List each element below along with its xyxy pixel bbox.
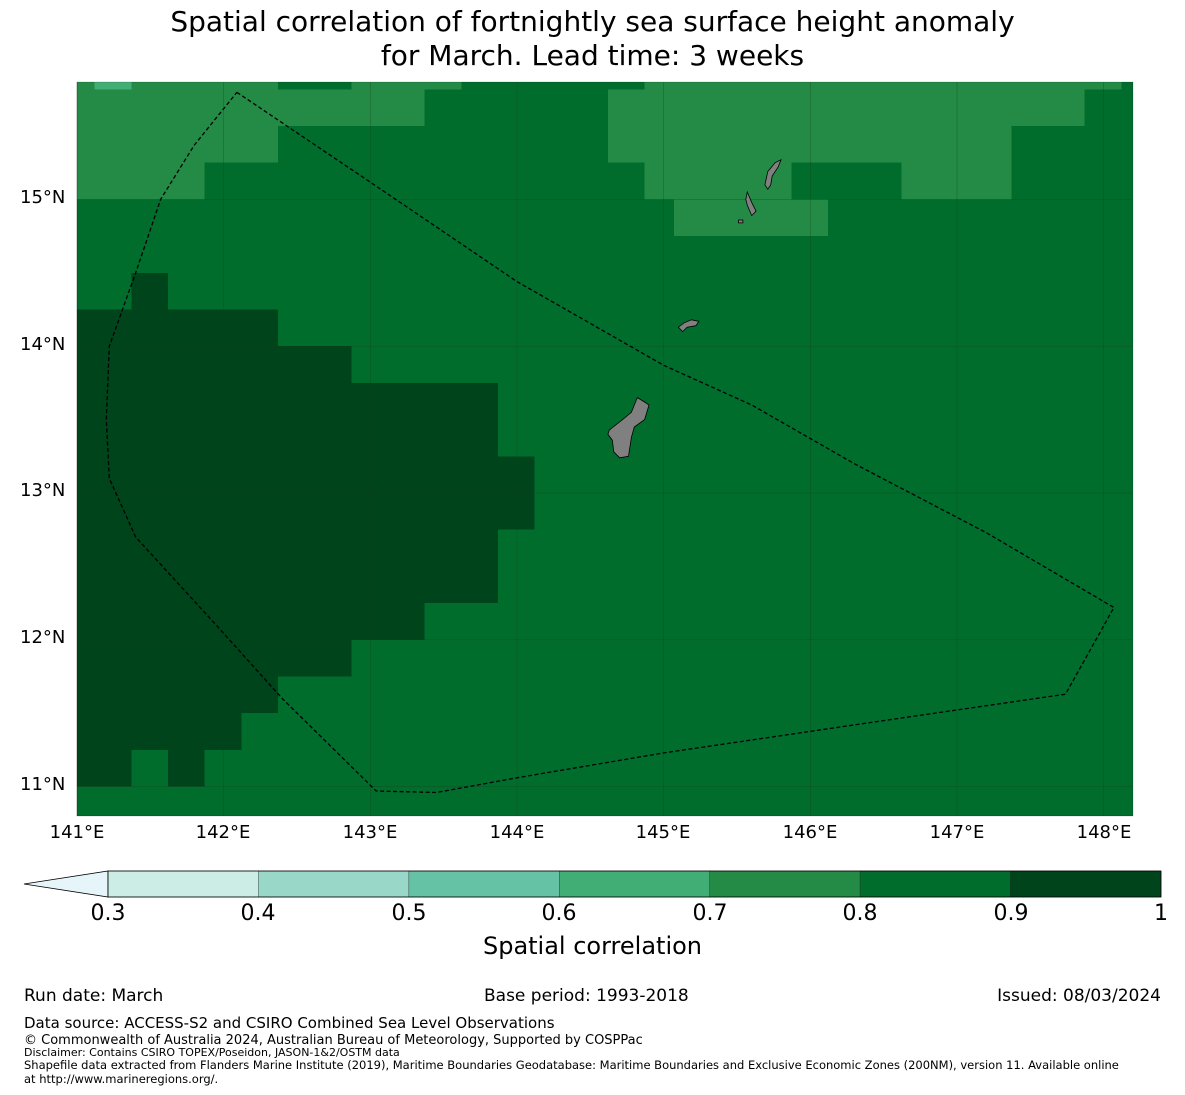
island-guam bbox=[607, 397, 650, 459]
correlation-cell bbox=[1084, 82, 1122, 90]
correlation-cell bbox=[77, 639, 278, 714]
correlation-cell bbox=[277, 89, 352, 127]
data-source: Data source: ACCESS-S2 and CSIRO Combine… bbox=[24, 1014, 555, 1032]
island-aguijan bbox=[738, 219, 744, 224]
lon-tick-label: 148°E bbox=[1076, 822, 1132, 843]
eez-boundary-line bbox=[105, 91, 1115, 794]
colorbar-tick-label: 0.6 bbox=[541, 901, 577, 926]
correlation-cell bbox=[94, 89, 205, 200]
lon-tick-label: 146°E bbox=[782, 822, 838, 843]
correlation-cell bbox=[204, 89, 278, 163]
colorbar-title: Spatial correlation bbox=[482, 932, 703, 960]
lat-tick-label: 15°N bbox=[20, 187, 66, 208]
correlation-cell bbox=[1011, 82, 1085, 127]
lat-tick-label: 11°N bbox=[20, 774, 66, 795]
marineregions-link: at http://www.marineregions.org/. bbox=[24, 1072, 219, 1086]
lon-tick-label: 143°E bbox=[342, 822, 398, 843]
lon-tick-label: 142°E bbox=[195, 822, 251, 843]
colorbar-extend-triangle bbox=[23, 870, 109, 898]
colorbar-swatch bbox=[709, 870, 861, 898]
disclaimer: Disclaimer: Contains CSIRO TOPEX/Poseido… bbox=[24, 1046, 400, 1059]
correlation-cell bbox=[461, 419, 498, 604]
lat-tick-label: 12°N bbox=[20, 627, 66, 648]
lat-tick-label: 14°N bbox=[20, 334, 66, 355]
colorbar-tick-label: 0.9 bbox=[993, 901, 1029, 926]
colorbar-tick-label: 0.8 bbox=[842, 901, 878, 926]
colorbar-swatch bbox=[859, 870, 1011, 898]
lon-tick-label: 147°E bbox=[929, 822, 985, 843]
correlation-cell bbox=[607, 89, 645, 163]
correlation-cell bbox=[77, 749, 132, 787]
correlation-cell bbox=[94, 82, 132, 90]
colorbar-tick-label: 0.4 bbox=[240, 901, 276, 926]
lon-tick-label: 145°E bbox=[635, 822, 691, 843]
correlation-cell bbox=[351, 82, 425, 127]
correlation-cell bbox=[77, 713, 242, 750]
shapefile-credit: Shapefile data extracted from Flanders M… bbox=[24, 1058, 1119, 1072]
colorbar-swatch bbox=[258, 870, 410, 898]
correlation-cell bbox=[77, 309, 278, 640]
chart-title-line1: Spatial correlation of fortnightly sea s… bbox=[170, 5, 1015, 38]
island-saipan bbox=[764, 158, 782, 190]
map-plot bbox=[76, 81, 1134, 817]
correlation-cell bbox=[277, 346, 352, 677]
colorbar-swatch bbox=[408, 870, 560, 898]
run-date: Run date: March bbox=[24, 986, 164, 1006]
correlation-cell bbox=[791, 82, 1012, 163]
colorbar-tick-label: 1 bbox=[1154, 901, 1168, 926]
island-tinian bbox=[745, 190, 757, 217]
correlation-cell bbox=[131, 82, 278, 90]
correlation-cell bbox=[77, 82, 95, 200]
correlation-cell bbox=[424, 82, 462, 90]
chart-title-line2: for March. Lead time: 3 weeks bbox=[380, 39, 805, 72]
correlation-cell bbox=[901, 162, 1012, 200]
colorbar-tick-label: 0.3 bbox=[90, 901, 126, 926]
island-rota bbox=[677, 319, 700, 333]
lon-tick-label: 144°E bbox=[489, 822, 545, 843]
colorbar-swatch bbox=[107, 870, 259, 898]
colorbar-swatch bbox=[1010, 870, 1162, 898]
issued-date: Issued: 08/03/2024 bbox=[997, 986, 1161, 1006]
colorbar-frame bbox=[107, 870, 1162, 898]
colorbar bbox=[23, 870, 1162, 898]
correlation-cell bbox=[167, 749, 205, 787]
lon-tick-label: 141°E bbox=[49, 822, 105, 843]
correlation-cell bbox=[351, 382, 425, 640]
colorbar-tick-label: 0.7 bbox=[692, 901, 728, 926]
copyright-notice: © Commonwealth of Australia 2024, Austra… bbox=[24, 1033, 643, 1048]
lat-tick-label: 13°N bbox=[20, 480, 66, 501]
correlation-cell bbox=[497, 456, 535, 530]
colorbar-swatch bbox=[559, 870, 710, 898]
map-frame bbox=[76, 81, 1134, 817]
base-period: Base period: 1993-2018 bbox=[484, 986, 689, 1006]
colorbar-tick-label: 0.5 bbox=[391, 901, 427, 926]
